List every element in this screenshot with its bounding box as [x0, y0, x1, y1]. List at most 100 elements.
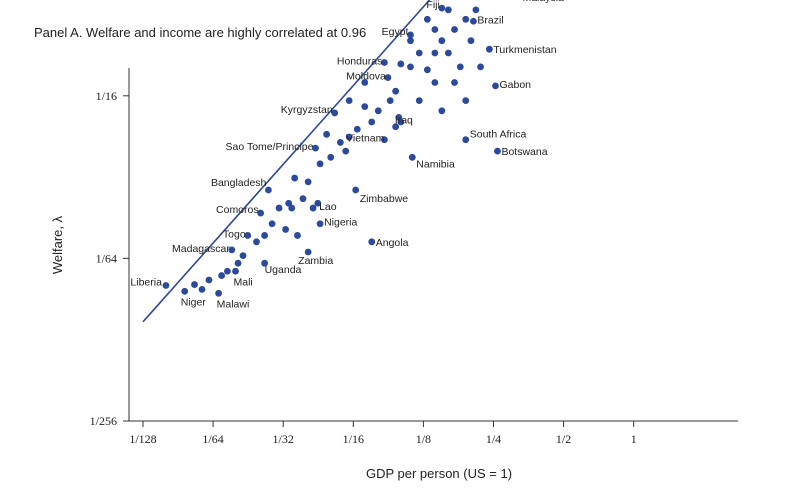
data-point	[374, 107, 382, 115]
data-point-moldova	[384, 74, 392, 81]
point-label: Namibia	[416, 158, 455, 170]
data-point-gabon	[492, 82, 499, 90]
point-label: Moldova	[346, 71, 386, 83]
data-point	[275, 204, 283, 212]
data-point	[234, 259, 242, 267]
data-point	[415, 49, 423, 57]
data-point	[462, 97, 470, 104]
data-point	[431, 79, 439, 86]
data-point	[205, 276, 213, 284]
data-point	[323, 130, 331, 138]
data-point-kyrgyzstan	[331, 109, 339, 117]
point-label: Liberia	[130, 277, 162, 289]
points-group	[162, 4, 501, 297]
point-label: Mali	[234, 276, 253, 288]
data-point	[314, 199, 322, 207]
point-label: Lao	[319, 201, 337, 213]
y-tick-label: 1/16	[96, 89, 117, 103]
data-point-botswana	[494, 147, 501, 155]
data-point	[261, 232, 268, 239]
point-label: Kyrgyzstan	[281, 104, 333, 116]
data-point	[451, 26, 458, 33]
data-point-sao-tome-principe	[312, 144, 319, 152]
data-point	[327, 153, 335, 161]
data-point-zambia	[304, 248, 312, 256]
data-point-niger	[181, 287, 189, 295]
point-label: Madagascar	[172, 243, 230, 255]
point-label: Botswana	[501, 146, 547, 158]
point-label: Fiji	[426, 0, 439, 11]
data-point	[407, 37, 414, 45]
point-label: Brazil	[477, 14, 503, 26]
data-point-uganda	[261, 259, 268, 267]
data-point-vietnam	[380, 136, 388, 144]
data-point	[336, 139, 344, 146]
point-label: Bangladesh	[211, 177, 267, 189]
data-point-lao	[309, 204, 317, 212]
data-point-zimbabwe	[352, 186, 360, 194]
data-point-iraq	[395, 113, 403, 121]
x-tick-label: 1/32	[273, 432, 294, 446]
y-tick-label: 1/256	[90, 414, 117, 428]
data-point	[431, 26, 439, 33]
data-point	[386, 97, 394, 104]
point-label: Zimbabwe	[360, 193, 409, 205]
point-label: Malaysia	[522, 0, 564, 4]
data-point	[361, 103, 369, 111]
data-point-nigeria	[316, 220, 324, 228]
data-point-angola	[368, 238, 376, 246]
point-label: Vietnam	[346, 133, 385, 145]
axes: 1/128 1/64 1/32 1/16 1/8 1/4 1/2 1 1/256 1/64 1/16…	[90, 68, 738, 446]
data-point	[477, 63, 484, 71]
data-point	[415, 97, 423, 104]
data-point	[282, 226, 289, 233]
data-point-malawi	[215, 289, 223, 297]
data-point-honduras	[380, 59, 388, 66]
data-point	[304, 178, 312, 186]
data-point	[218, 272, 226, 279]
x-tick-label: 1/8	[416, 432, 431, 446]
point-label: Angola	[376, 237, 409, 249]
fit-line	[142, 0, 431, 323]
point-label: Zambia	[298, 255, 333, 267]
data-point	[423, 15, 431, 23]
x-tick-label: 1/4	[486, 432, 501, 446]
data-point	[438, 107, 446, 115]
x-tick-label: 1	[631, 432, 637, 446]
point-label: Iraq	[395, 114, 413, 126]
data-point	[467, 37, 475, 45]
point-label: Gabon	[500, 79, 532, 91]
data-point-brazil	[470, 17, 477, 25]
point-label: Malawi	[217, 298, 250, 310]
data-point-south-africa	[462, 136, 470, 144]
point-label: Nigeria	[324, 217, 357, 229]
data-point-bangladesh	[265, 186, 272, 194]
data-point	[253, 238, 260, 246]
point-label: South Africa	[470, 129, 527, 141]
data-point-comoros	[257, 209, 265, 217]
data-point	[361, 79, 369, 86]
y-axis-title: Welfare, λ	[50, 215, 65, 274]
data-point	[299, 195, 307, 203]
point-label: Comoros	[216, 204, 259, 216]
data-point	[407, 63, 414, 71]
data-point	[444, 6, 452, 14]
x-axis-title: GDP per person (US = 1)	[366, 466, 512, 481]
point-label: Niger	[181, 296, 207, 308]
data-point	[268, 220, 276, 228]
x-tick-label: 1/64	[202, 432, 223, 446]
point-label: Egypt	[382, 26, 409, 38]
data-point	[431, 49, 439, 57]
data-point-namibia	[408, 153, 416, 161]
point-label: Togo	[223, 228, 246, 240]
x-tick-label: 1/128	[129, 432, 156, 446]
data-point-fiji	[438, 4, 446, 12]
data-point	[345, 133, 353, 141]
data-point	[368, 118, 376, 126]
chart-title: Panel A. Welfare and income are highly c…	[34, 25, 367, 40]
data-point	[472, 6, 480, 14]
data-point	[438, 37, 446, 45]
data-point	[451, 79, 458, 86]
data-point	[342, 147, 350, 155]
